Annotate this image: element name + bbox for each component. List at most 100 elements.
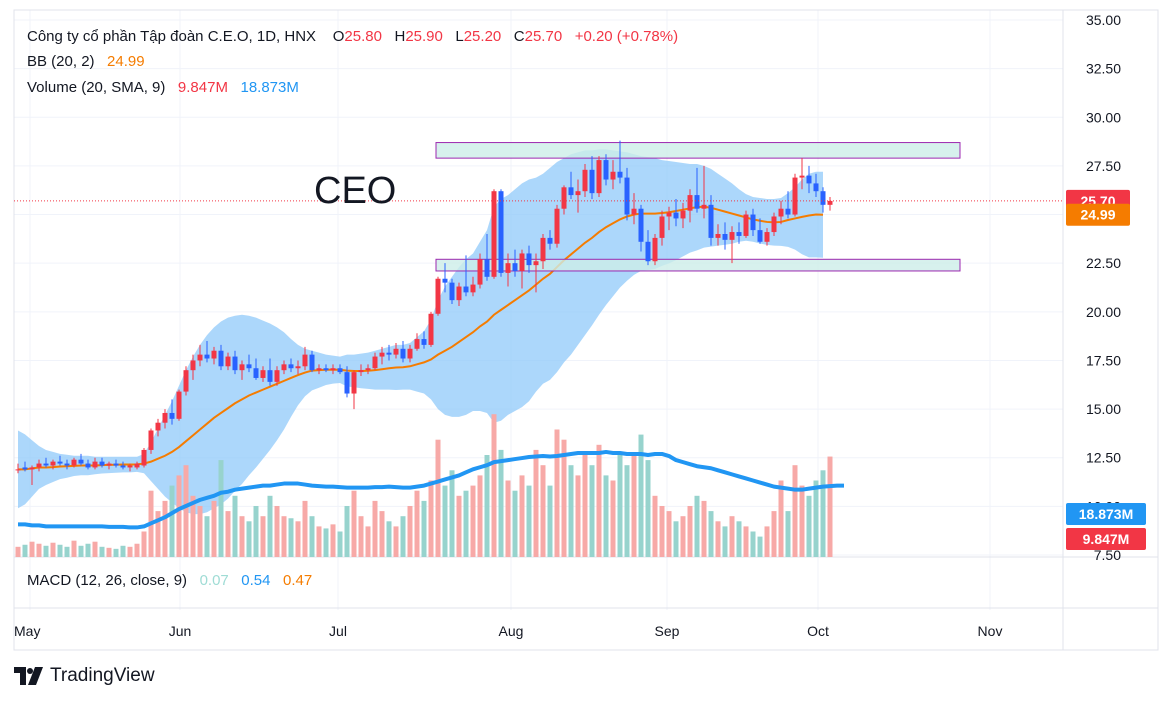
volume-bar: [99, 546, 105, 557]
candle-body: [435, 278, 441, 314]
candle: [561, 185, 567, 215]
candle-body: [134, 463, 140, 468]
candle-body: [764, 232, 770, 242]
volume-bar: [498, 449, 504, 557]
candle-body: [582, 169, 588, 192]
volume-bar: [57, 544, 63, 557]
candle-body: [442, 278, 448, 283]
candle: [638, 204, 644, 252]
volume-bar: [827, 456, 833, 557]
bb-legend[interactable]: BB (20, 2) 24.99: [27, 53, 145, 70]
candle: [218, 344, 224, 371]
candle-body: [687, 195, 693, 211]
candle: [540, 234, 546, 270]
candle: [162, 409, 168, 429]
high-label: H: [394, 28, 406, 45]
volume-ma-badge-bg: [1066, 503, 1146, 525]
candle: [659, 210, 665, 246]
candle-body: [715, 234, 721, 238]
volume-bar: [652, 495, 658, 557]
volume-bar: [610, 480, 616, 557]
candle: [435, 276, 441, 316]
candle-body: [302, 354, 308, 367]
volume-bar: [491, 414, 497, 557]
candle-body: [225, 356, 231, 367]
candle: [673, 198, 679, 227]
volume-bar: [764, 526, 770, 557]
candle: [337, 364, 343, 375]
macd-legend[interactable]: MACD (12, 26, close, 9) 0.07 0.54 0.47: [27, 572, 312, 589]
volume-bar: [687, 506, 693, 557]
candle: [71, 457, 77, 468]
candle: [624, 167, 630, 221]
candle: [533, 253, 539, 293]
candle: [183, 366, 189, 396]
volume-bar: [694, 495, 700, 557]
candle-body: [85, 463, 91, 468]
volume-bar: [351, 490, 357, 557]
candle-body: [554, 208, 560, 244]
volume-bar: [484, 455, 490, 557]
volume-bar: [778, 480, 784, 557]
candle: [778, 200, 784, 225]
volume-bar: [666, 511, 672, 557]
candle-body: [386, 352, 392, 355]
candle: [246, 354, 252, 373]
candle-body: [295, 366, 301, 369]
candle: [148, 428, 154, 454]
tradingview-logo[interactable]: TradingView: [14, 665, 155, 687]
candle-body: [778, 208, 784, 217]
time-tick-label: Nov: [978, 623, 1003, 639]
volume-bar: [316, 526, 322, 557]
candle: [197, 344, 203, 367]
price-tick-label: 22.50: [1086, 255, 1121, 271]
volume-bar: [722, 526, 728, 557]
candle-body: [274, 370, 280, 382]
candle-body: [666, 212, 672, 217]
volume-bar: [239, 516, 245, 557]
candle: [29, 465, 35, 485]
candle-body: [71, 459, 77, 466]
candle: [393, 342, 399, 359]
candle-body: [519, 253, 525, 271]
candle: [239, 360, 245, 380]
candle-body: [309, 354, 315, 371]
price-tick-label: 20.00: [1086, 304, 1121, 320]
candle: [799, 158, 805, 190]
candle: [365, 364, 371, 375]
volume-bar: [617, 455, 623, 557]
candle: [288, 358, 294, 373]
price-tick-label: 7.50: [1094, 547, 1121, 563]
volume-bar: [162, 500, 168, 557]
volume-bar: [29, 541, 35, 557]
volume-bar: [106, 547, 112, 557]
candle-body: [260, 370, 266, 378]
candle-body: [680, 210, 686, 219]
candle-body: [169, 412, 175, 419]
candle: [764, 228, 770, 246]
candle-body: [484, 259, 490, 277]
candle-body: [505, 263, 511, 273]
candlesticks: [15, 140, 833, 485]
volume-ma-line: [18, 449, 844, 530]
candle-body: [358, 370, 364, 373]
candle-body: [92, 461, 98, 468]
volume-bar: [603, 475, 609, 557]
candle-body: [204, 354, 210, 359]
price-tick-label: 27.50: [1086, 158, 1121, 174]
volume-legend[interactable]: Volume (20, SMA, 9) 9.847M 18.873M: [27, 79, 299, 96]
candle-body: [617, 171, 623, 178]
macd-line-value: 0.54: [241, 572, 271, 589]
candle: [330, 364, 336, 375]
candle: [652, 234, 658, 266]
candle-body: [253, 368, 259, 378]
candle: [141, 448, 147, 468]
volume-bar: [582, 455, 588, 557]
volume-badge-bg: [1066, 528, 1146, 550]
candle-body: [365, 368, 371, 371]
candle: [498, 189, 504, 277]
volume-bar: [624, 465, 630, 557]
volume-bar: [190, 495, 196, 557]
candle-body: [512, 263, 518, 271]
candle-body: [246, 364, 252, 369]
